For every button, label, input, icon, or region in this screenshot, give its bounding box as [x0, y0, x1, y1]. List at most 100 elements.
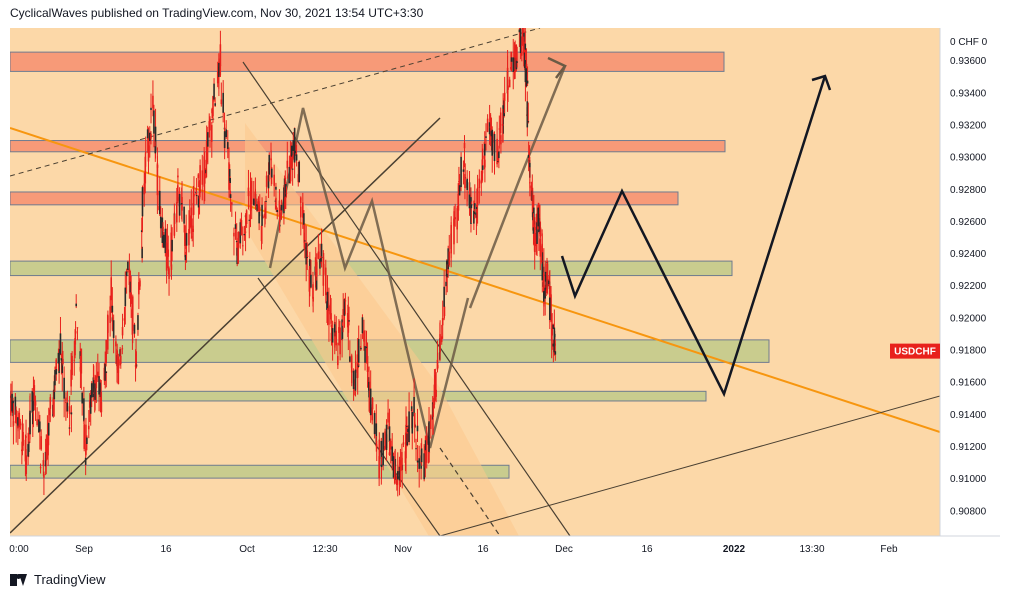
candle-body [304, 240, 306, 242]
candle-body [85, 424, 87, 455]
candle-body [388, 426, 391, 443]
candle-body [24, 439, 27, 462]
candle-body [195, 195, 198, 197]
candle-body [205, 169, 207, 174]
candle-body [271, 168, 273, 178]
candle-body [164, 228, 167, 254]
candle-body [360, 347, 362, 350]
candle-body [371, 398, 374, 410]
candle-body [197, 174, 200, 179]
candle-body [83, 424, 86, 449]
candle-body [415, 448, 417, 450]
candle-body [299, 197, 302, 203]
candle-body [500, 135, 502, 145]
candle-body [339, 338, 341, 343]
candle-body [128, 268, 131, 285]
candle-body [209, 118, 211, 131]
candle-body [525, 68, 528, 87]
candle-body [371, 407, 374, 421]
candle-body [416, 425, 419, 432]
candle-body [125, 271, 128, 277]
candle-body [548, 280, 550, 285]
candle-body [242, 245, 244, 247]
candle-body [99, 382, 102, 398]
candle-body [14, 396, 17, 415]
candle-body [548, 297, 551, 321]
candle-body [236, 247, 238, 265]
candle-body [92, 380, 95, 393]
price-chart[interactable]: 0.93600 0.93400 0.93200 0.93000 0.92800 0.926… [0, 28, 1009, 568]
candle-body [406, 433, 409, 446]
candle-body [498, 151, 500, 159]
candle-body [361, 317, 364, 334]
candle-body [59, 333, 62, 355]
tradingview-logo-icon [10, 573, 28, 586]
candle-body [483, 143, 486, 156]
candle-body [363, 330, 365, 342]
candle-body [110, 277, 113, 301]
candle-body [384, 431, 386, 450]
candle-body [498, 128, 501, 130]
candle-body [17, 427, 19, 429]
candle-body [389, 440, 392, 450]
candle-body [349, 356, 351, 362]
candle-body [524, 60, 527, 83]
candle-body [423, 453, 425, 480]
candle-body [484, 159, 486, 168]
candle-body [529, 182, 531, 184]
candle-body [71, 355, 73, 376]
candle-body [258, 211, 260, 224]
candle-body [31, 391, 34, 413]
candle-body [347, 314, 350, 333]
candle-body [424, 440, 427, 451]
candle-body [473, 211, 476, 215]
candle-body [458, 181, 460, 183]
candle-body [320, 243, 323, 259]
candle-body [119, 349, 121, 357]
candle-body [391, 446, 394, 462]
candle-body [257, 201, 260, 212]
candle-body [526, 101, 529, 128]
author-name[interactable]: CyclicalWaves [10, 6, 88, 20]
candle-body [425, 435, 428, 463]
last-price-tag[interactable]: USDCHF [890, 343, 940, 359]
candle-body [447, 248, 449, 270]
candle-body [150, 133, 152, 139]
candle-body [80, 348, 83, 374]
candle-body [210, 125, 213, 142]
candle-body [228, 169, 231, 182]
candle-body [357, 339, 360, 363]
candle-body [382, 432, 384, 466]
candle-body [291, 168, 294, 170]
descending-trendline [10, 127, 940, 433]
chart-area[interactable]: 0.93600 0.93400 0.93200 0.93000 0.92800 0.926… [0, 28, 1009, 568]
candle-body [195, 192, 197, 194]
candle-body [491, 129, 494, 156]
candle-body [223, 131, 226, 149]
candle-body [278, 200, 281, 216]
candle-body [117, 369, 120, 373]
candle-body [314, 262, 317, 288]
candle-body [178, 193, 181, 216]
candle-body [100, 401, 103, 413]
candle-body [260, 225, 263, 242]
candle-body [464, 174, 466, 188]
candle-body [191, 236, 193, 238]
candle-body [375, 423, 378, 447]
candle-body [424, 446, 427, 468]
candle-body [524, 43, 527, 52]
candle-body [111, 305, 114, 313]
candle-body [25, 455, 28, 475]
candle-body [226, 142, 229, 149]
candle-body [34, 401, 37, 406]
lower-support-trendline [439, 395, 940, 536]
candle-body [243, 233, 246, 236]
candle-body [526, 80, 529, 84]
candle-body [240, 220, 243, 236]
candle-body [19, 421, 22, 426]
candle-body [129, 281, 132, 293]
candle-body [141, 246, 143, 259]
candle-body [121, 327, 124, 336]
tradingview-footer[interactable]: TradingView [10, 572, 106, 587]
candle-body [541, 252, 544, 281]
